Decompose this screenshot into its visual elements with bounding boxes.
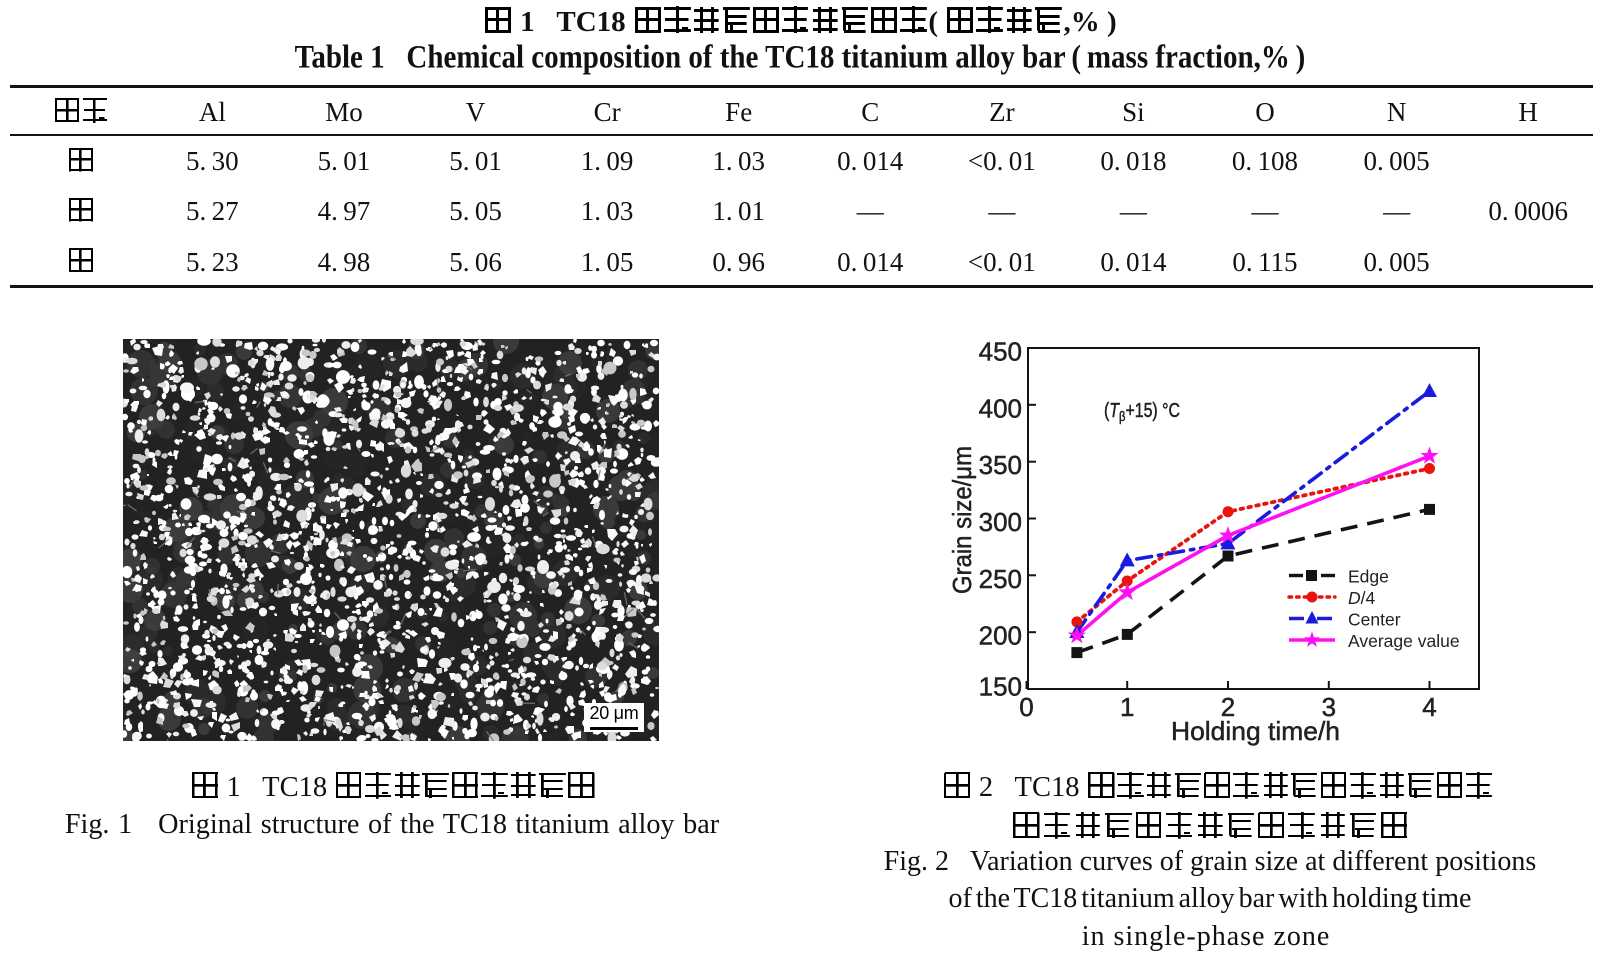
svg-text:350: 350: [979, 450, 1022, 480]
svg-text:Holding time/h: Holding time/h: [1171, 716, 1340, 746]
svg-text:4: 4: [1422, 692, 1436, 722]
svg-text:(Tβ+15) °C: (Tβ+15) °C: [1104, 400, 1180, 424]
svg-text:450: 450: [979, 337, 1022, 367]
svg-text:2: 2: [1221, 692, 1235, 722]
svg-text:3: 3: [1322, 692, 1336, 722]
svg-text:D/4: D/4: [1348, 588, 1376, 608]
svg-text:200: 200: [979, 621, 1022, 651]
svg-text:Center: Center: [1348, 610, 1401, 630]
svg-text:400: 400: [979, 393, 1022, 423]
svg-text:1: 1: [1120, 692, 1134, 722]
svg-text:Edge: Edge: [1348, 567, 1389, 587]
svg-text:0: 0: [1019, 692, 1033, 722]
svg-text:Average value: Average value: [1348, 631, 1460, 651]
svg-text:250: 250: [979, 564, 1022, 594]
svg-text:Grain size/μm: Grain size/μm: [947, 446, 977, 594]
svg-text:300: 300: [979, 507, 1022, 537]
svg-text:150: 150: [979, 672, 1022, 702]
